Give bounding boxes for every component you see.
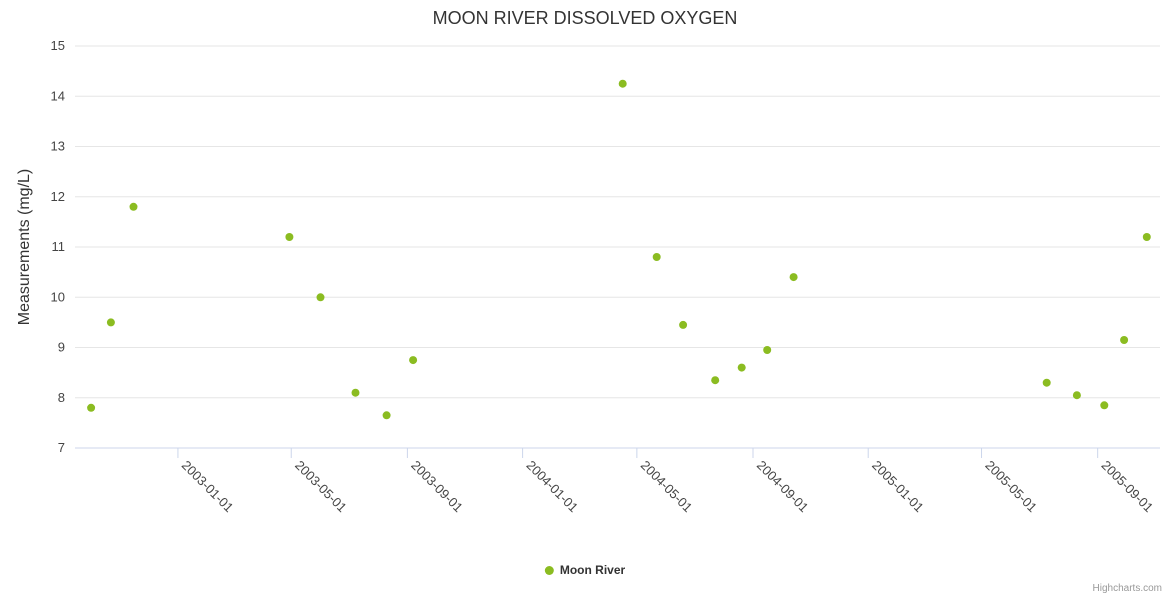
x-axis-label: 2003-01-01 xyxy=(179,458,237,516)
data-point[interactable] xyxy=(1120,336,1129,344)
x-axis-label: 2004-01-01 xyxy=(523,458,581,516)
y-axis-label: 15 xyxy=(51,38,65,53)
highcharts-credits-link[interactable]: Highcharts.com xyxy=(1092,583,1162,594)
x-axis-label: 2005-01-01 xyxy=(869,458,927,516)
y-axis-label: 14 xyxy=(51,88,65,103)
y-axis-title: Measurements (mg/L) xyxy=(16,168,33,326)
data-point[interactable] xyxy=(382,411,391,420)
data-point[interactable] xyxy=(1072,391,1081,400)
x-axis-label: 2005-05-01 xyxy=(982,458,1040,516)
data-point[interactable] xyxy=(129,202,138,211)
y-axis-label: 13 xyxy=(51,139,65,154)
x-axis-label: 2005-09-01 xyxy=(1099,458,1157,516)
data-point[interactable] xyxy=(1042,378,1051,387)
x-axis-label: 2004-09-01 xyxy=(754,458,812,516)
data-point[interactable] xyxy=(618,79,627,88)
data-point[interactable] xyxy=(1100,401,1109,410)
y-axis-label: 10 xyxy=(51,289,65,304)
legend-marker-icon xyxy=(544,565,554,575)
data-point[interactable] xyxy=(351,388,360,397)
data-point[interactable] xyxy=(652,253,661,261)
data-point[interactable] xyxy=(106,318,115,327)
y-axis-label: 7 xyxy=(58,440,65,455)
data-point[interactable] xyxy=(87,403,96,412)
data-point[interactable] xyxy=(763,346,772,354)
y-axis-label: 9 xyxy=(58,340,65,355)
data-point[interactable] xyxy=(1142,233,1151,241)
data-point[interactable] xyxy=(679,320,688,329)
data-point[interactable] xyxy=(285,233,294,241)
data-point[interactable] xyxy=(737,363,746,372)
data-point[interactable] xyxy=(711,376,720,385)
legend-item-moon-river[interactable]: Moon River xyxy=(544,563,626,577)
legend-series-label: Moon River xyxy=(559,563,626,577)
chart-title: MOON RIVER DISSOLVED OXYGEN xyxy=(432,8,738,28)
x-axis-label: 2003-09-01 xyxy=(408,458,466,516)
y-axis-label: 11 xyxy=(52,239,66,254)
y-axis-label: 8 xyxy=(58,390,65,405)
data-point[interactable] xyxy=(316,293,325,302)
y-axis-label: 12 xyxy=(51,189,65,204)
x-axis-label: 2003-05-01 xyxy=(292,458,350,516)
data-point[interactable] xyxy=(409,356,418,365)
data-point[interactable] xyxy=(789,273,798,282)
x-axis-label: 2004-05-01 xyxy=(638,458,696,516)
